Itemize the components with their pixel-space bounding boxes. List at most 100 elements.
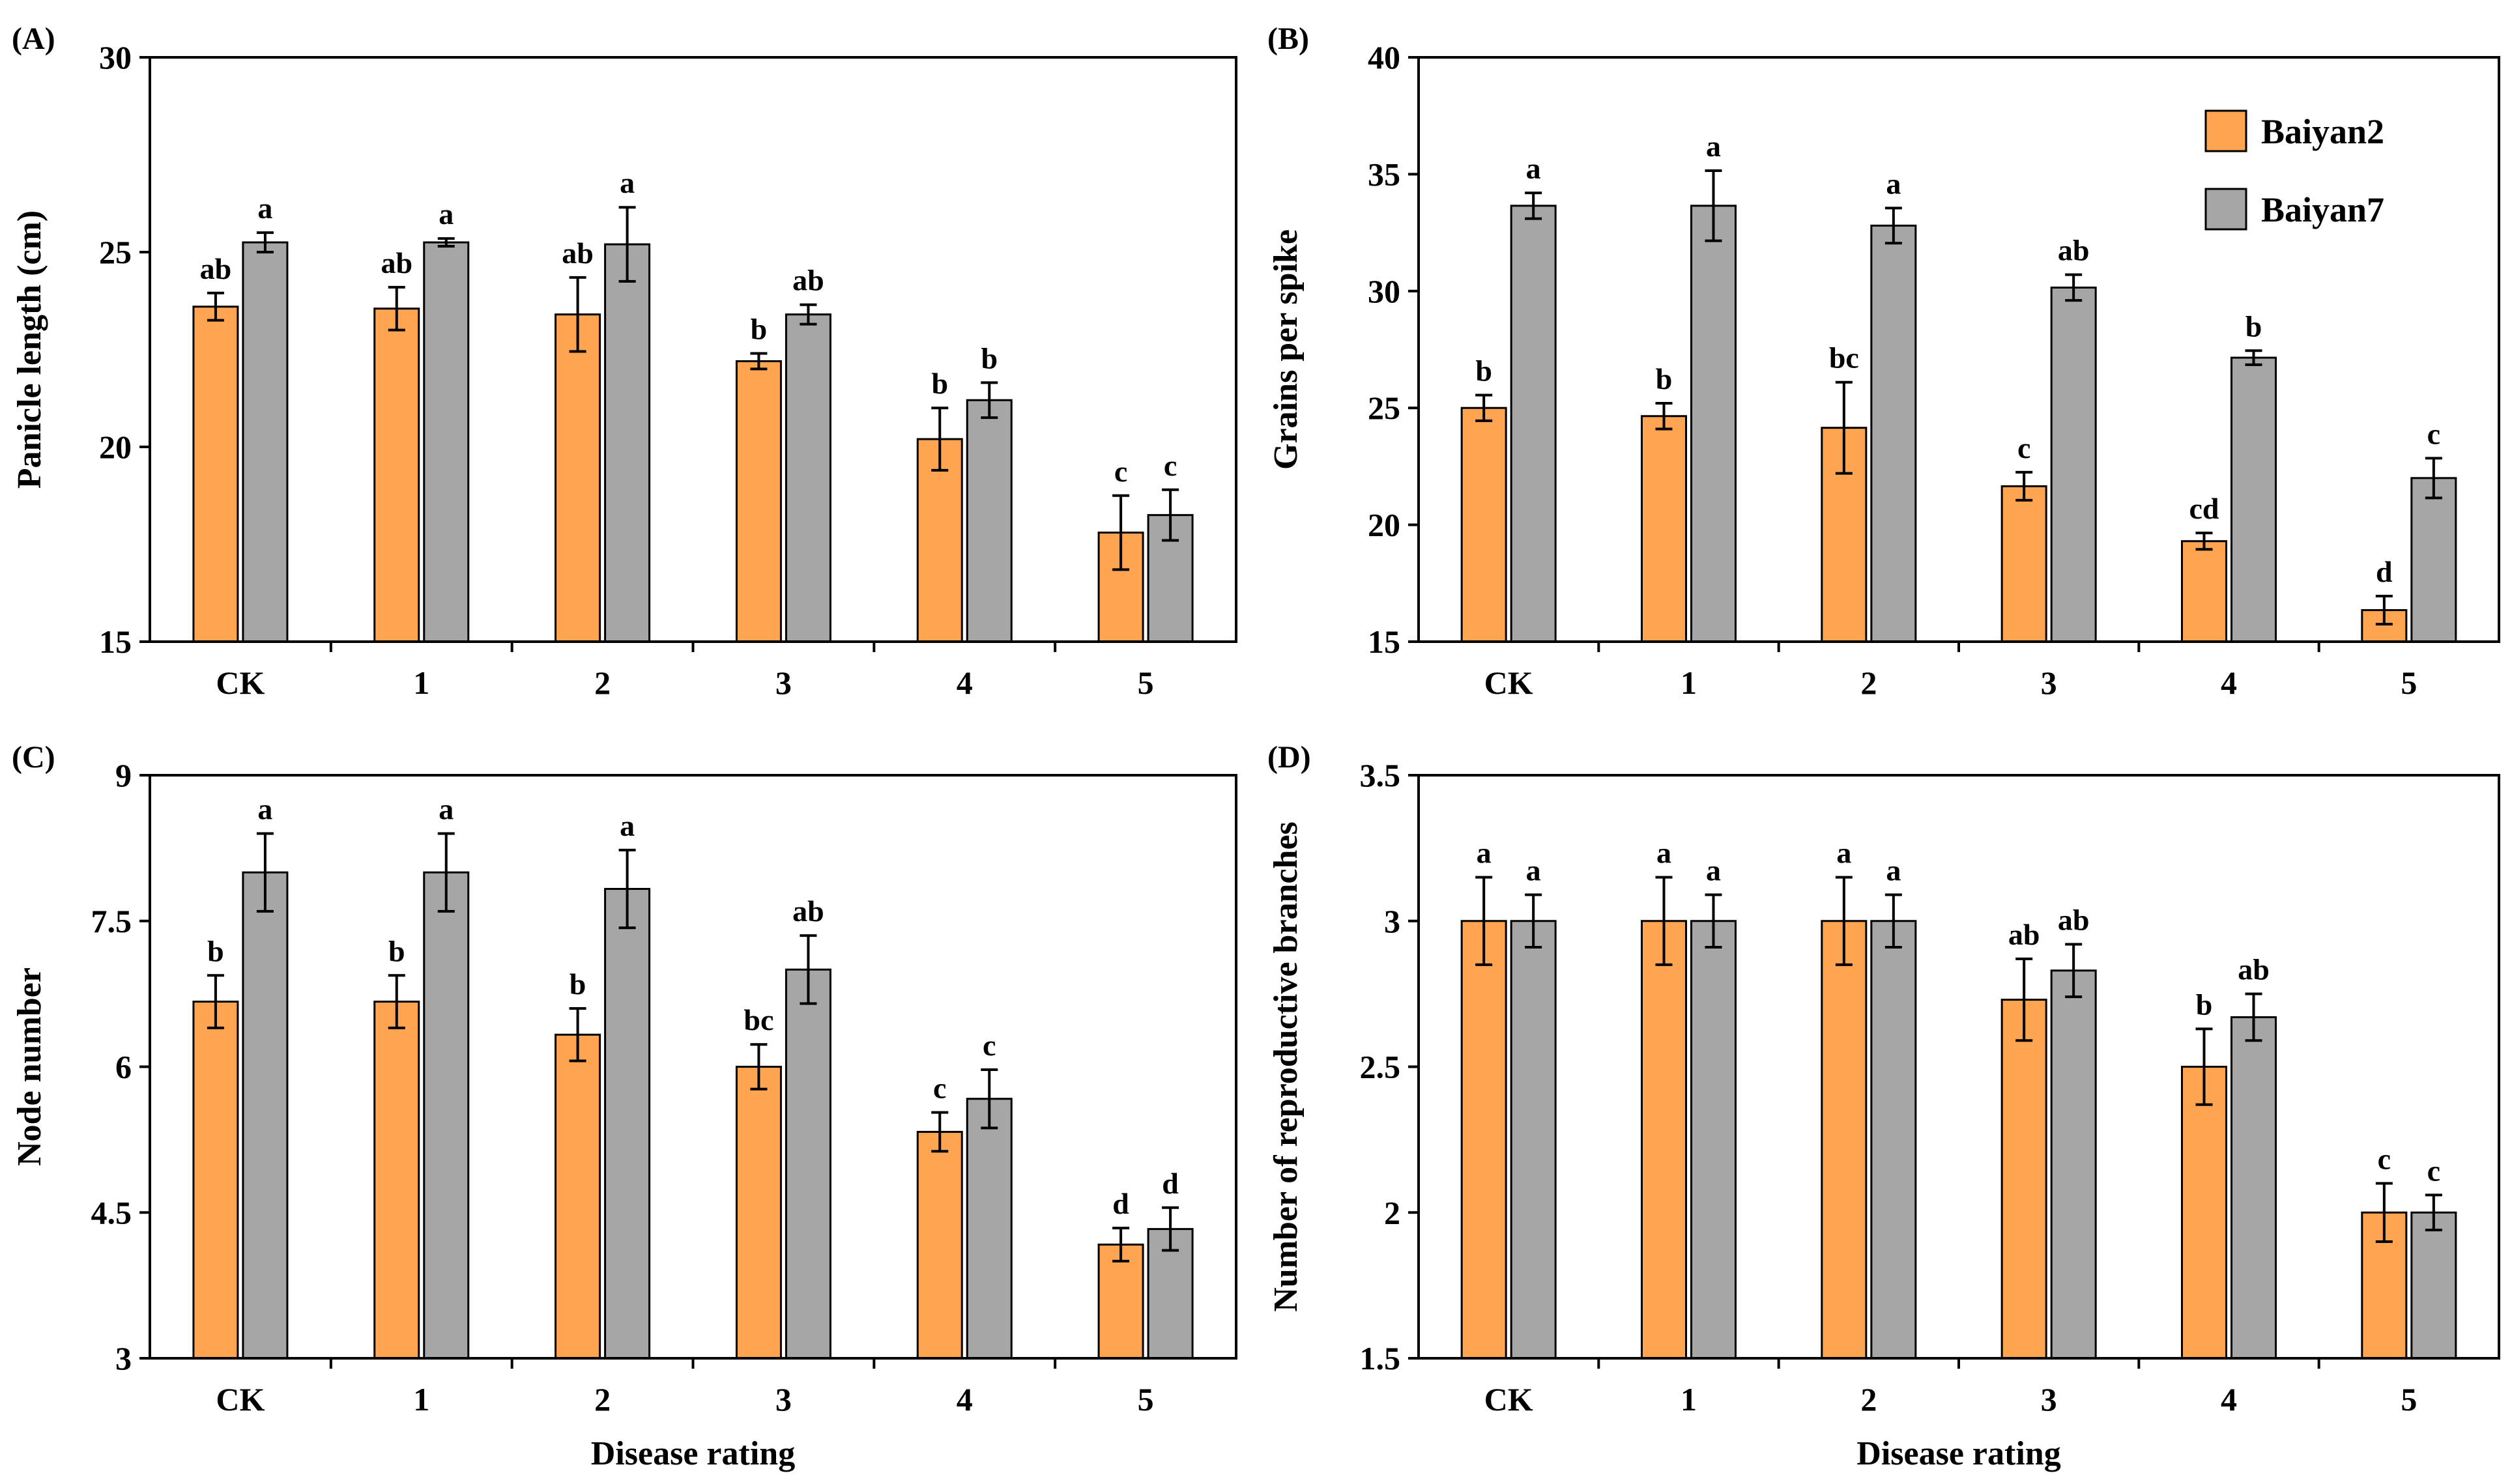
significance-label: c bbox=[1164, 449, 1177, 482]
error-bar bbox=[1884, 207, 1902, 245]
y-tick-label: 25 bbox=[1368, 390, 1400, 426]
y-tick-label: 15 bbox=[99, 623, 132, 660]
bar-baiyan7-3 bbox=[2050, 286, 2097, 643]
y-tick-label: 2 bbox=[1384, 1194, 1400, 1231]
x-tick-label: 3 bbox=[775, 664, 792, 701]
error-bar bbox=[931, 1111, 949, 1153]
significance-label: a bbox=[257, 192, 272, 225]
significance-label: ab bbox=[562, 236, 594, 270]
x-tick-label: 3 bbox=[2041, 664, 2057, 701]
error-bar bbox=[1705, 169, 1722, 242]
significance-label: b bbox=[2245, 309, 2262, 343]
significance-label: a bbox=[1836, 836, 1851, 870]
bar-baiyan2-ck bbox=[1460, 407, 1507, 643]
bar-baiyan2-4 bbox=[2181, 540, 2227, 643]
x-tick-label: 1 bbox=[413, 1381, 429, 1418]
significance-label: a bbox=[1706, 130, 1721, 163]
error-bar bbox=[618, 206, 636, 283]
significance-label: b bbox=[1656, 362, 1673, 395]
error-bar bbox=[618, 848, 636, 930]
plot-frame bbox=[149, 774, 1237, 1360]
significance-label: d bbox=[1162, 1167, 1179, 1200]
x-axis-title: Disease rating bbox=[591, 1435, 795, 1472]
significance-label: c bbox=[2017, 431, 2030, 464]
x-tick-label: CK bbox=[216, 664, 265, 701]
y-tick-label: 9 bbox=[115, 757, 132, 793]
y-axis-title: Node number bbox=[11, 967, 48, 1166]
bar-baiyan7-1 bbox=[1690, 920, 1737, 1360]
y-tick-label: 30 bbox=[99, 39, 132, 76]
x-tick-label: CK bbox=[1484, 664, 1533, 701]
significance-label: b bbox=[570, 967, 586, 1001]
y-tick-label: 25 bbox=[99, 234, 132, 270]
significance-label: bc bbox=[1829, 341, 1859, 375]
significance-label: b bbox=[2196, 988, 2213, 1021]
error-bar bbox=[256, 832, 274, 913]
error-bar bbox=[388, 974, 405, 1029]
bar-baiyan7-2 bbox=[1870, 920, 1917, 1360]
error-bar bbox=[1655, 876, 1673, 966]
y-tick-label: 7.5 bbox=[91, 903, 132, 939]
significance-label: c bbox=[2427, 1154, 2440, 1187]
significance-label: ab bbox=[2058, 234, 2090, 267]
panel-label: (D) bbox=[1267, 740, 1311, 775]
significance-label: c bbox=[1114, 455, 1127, 488]
bar-baiyan7-4 bbox=[966, 1098, 1013, 1360]
x-tick-label: 4 bbox=[2221, 1381, 2237, 1418]
error-bar bbox=[388, 285, 405, 332]
error-bar bbox=[750, 1043, 768, 1091]
y-axis-title: Number of reproductive branches bbox=[1267, 821, 1305, 1312]
significance-label: d bbox=[1112, 1187, 1129, 1220]
significance-label: b bbox=[981, 341, 998, 375]
significance-label: a bbox=[1526, 152, 1541, 185]
error-bar bbox=[1655, 402, 1673, 431]
bar-baiyan2-3 bbox=[2000, 999, 2047, 1360]
x-tick-label: 2 bbox=[1860, 664, 1877, 701]
bar-baiyan7-ck bbox=[1510, 920, 1557, 1360]
plot-frame bbox=[1417, 774, 2500, 1360]
bar-baiyan2-1 bbox=[373, 307, 420, 643]
significance-label: a bbox=[439, 197, 454, 231]
significance-label: cd bbox=[2189, 492, 2219, 525]
bar-baiyan7-1 bbox=[1690, 205, 1737, 643]
significance-label: b bbox=[388, 934, 405, 967]
bar-baiyan2-3 bbox=[735, 360, 782, 643]
error-bar bbox=[1162, 488, 1179, 542]
x-axis-title: Disease rating bbox=[1856, 1435, 2060, 1472]
error-bar bbox=[207, 291, 224, 322]
y-axis-title: Grains per spike bbox=[1267, 229, 1305, 470]
error-bar bbox=[256, 231, 274, 253]
x-tick-label: 1 bbox=[1681, 1381, 1697, 1418]
significance-label: ab bbox=[2058, 904, 2090, 937]
bar-baiyan2-ck bbox=[192, 1001, 239, 1360]
significance-label: a bbox=[620, 166, 635, 199]
x-tick-label: 2 bbox=[594, 1381, 611, 1418]
bar-baiyan7-5 bbox=[2410, 1211, 2457, 1360]
y-tick-label: 6 bbox=[115, 1049, 132, 1085]
significance-label: d bbox=[2376, 555, 2393, 588]
significance-label: b bbox=[1475, 354, 1492, 387]
significance-label: c bbox=[983, 1029, 996, 1062]
error-bar bbox=[2065, 273, 2083, 302]
legend-label-baiyan7: Baiyan7 bbox=[2261, 190, 2384, 229]
significance-label: c bbox=[2427, 417, 2440, 450]
y-tick-label: 3 bbox=[115, 1340, 132, 1377]
error-bar bbox=[800, 934, 817, 1005]
y-tick-label: 1.5 bbox=[1360, 1340, 1401, 1377]
panel-label: (C) bbox=[12, 740, 55, 775]
x-tick-label: CK bbox=[216, 1381, 265, 1418]
significance-label: ab bbox=[381, 246, 412, 279]
error-bar bbox=[2375, 595, 2393, 626]
plot-frame bbox=[1417, 56, 2500, 643]
significance-label: ab bbox=[200, 252, 232, 285]
x-tick-label: 4 bbox=[957, 664, 973, 701]
bar-baiyan7-4 bbox=[966, 399, 1013, 643]
x-tick-label: 5 bbox=[1138, 1381, 1154, 1418]
x-tick-label: 5 bbox=[1138, 664, 1154, 701]
significance-label: b bbox=[207, 934, 224, 967]
x-tick-label: 2 bbox=[1860, 1381, 1877, 1418]
significance-label: a bbox=[1526, 853, 1541, 887]
error-bar bbox=[1884, 893, 1902, 949]
error-bar bbox=[569, 276, 586, 353]
